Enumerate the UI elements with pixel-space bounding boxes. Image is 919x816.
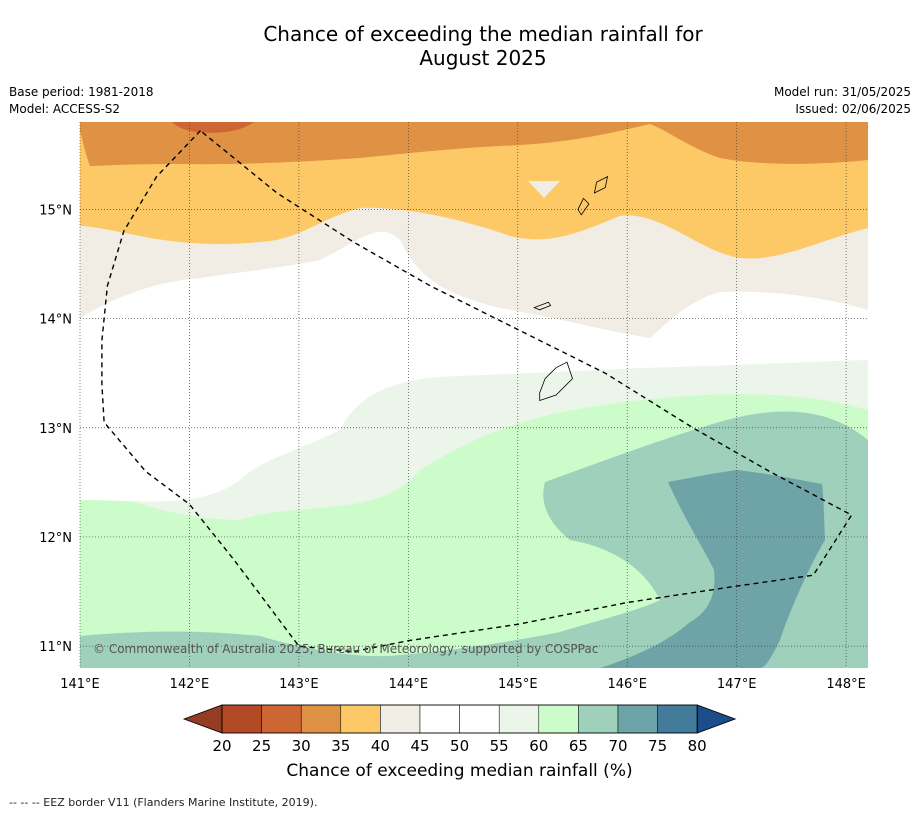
colorbar-over-arrow (696, 704, 737, 734)
model-name: Model: ACCESS-S2 (9, 102, 121, 116)
colorbar-segment (459, 704, 500, 734)
latitude-label: 15°N (39, 203, 72, 218)
colorbar-tick-label: 75 (648, 737, 667, 755)
longitude-tick-labels: 141°E 142°E 143°E 144°E 145°E 146°E 147°E 148°E (60, 677, 866, 692)
colorbar-tick-label: 35 (331, 737, 350, 755)
title-line-1: Chance of exceeding the median rainfall … (263, 22, 703, 46)
colorbar-segment (578, 704, 619, 734)
latitude-label: 11°N (39, 640, 72, 655)
longitude-label: 144°E (389, 677, 429, 692)
zone-40-45-patch (528, 181, 560, 198)
zone-25-30 (172, 122, 254, 133)
copyright-notice: © Commonwealth of Australia 2025, Bureau… (93, 642, 598, 656)
colorbar-segment (617, 704, 658, 734)
colorbar-tick-label: 65 (569, 737, 588, 755)
colorbar-segment (419, 704, 460, 734)
island-outline (533, 301, 552, 311)
latitude-tick-labels: 11°N 12°N 13°N 14°N 15°N (39, 203, 72, 655)
colorbar-tick-label: 60 (529, 737, 548, 755)
colorbar-title: Chance of exceeding median rainfall (%) (286, 761, 633, 781)
left-metadata: Base period: 1981-2018 Model: ACCESS-S2 (9, 84, 154, 118)
title-line-2: August 2025 (419, 46, 547, 70)
colorbar-tick-label: 70 (608, 737, 627, 755)
zone-65-70 (80, 411, 868, 668)
latitude-label: 13°N (39, 422, 72, 437)
longitude-label: 148°E (826, 677, 866, 692)
zone-70-75 (600, 470, 825, 668)
island-outline (593, 175, 609, 194)
longitude-label: 141°E (60, 677, 100, 692)
colorbar-segment (300, 704, 342, 734)
latitude-label: 14°N (39, 313, 72, 328)
eez-footnote: -- -- -- EEZ border V11 (Flanders Marine… (9, 796, 318, 809)
graticule (79, 122, 868, 668)
colorbar-tick-label: 30 (292, 737, 311, 755)
longitude-label: 145°E (498, 677, 538, 692)
island-outline (539, 361, 573, 402)
base-period: Base period: 1981-2018 (9, 85, 154, 99)
colorbar-segment (498, 704, 540, 734)
colorbar-tick-label: 45 (410, 737, 429, 755)
longitude-label: 147°E (717, 677, 757, 692)
longitude-label: 143°E (279, 677, 319, 692)
probability-fields (80, 122, 868, 668)
longitude-label: 142°E (170, 677, 210, 692)
issued-date: Issued: 02/06/2025 (795, 102, 911, 116)
colorbar: 20 25 30 35 40 45 50 55 60 65 70 75 80 (182, 704, 737, 755)
island-outlines (533, 175, 609, 402)
colorbar-segment (538, 704, 579, 734)
right-metadata: Model run: 31/05/2025 Issued: 02/06/2025 (774, 84, 911, 118)
eez-border (101, 130, 853, 653)
model-run: Model run: 31/05/2025 (773, 85, 911, 99)
longitude-label: 146°E (607, 677, 647, 692)
colorbar-under-arrow (182, 704, 223, 734)
zone-30-35 (80, 122, 868, 166)
colorbar-tick-label: 80 (688, 737, 707, 755)
colorbar-tick-label: 55 (490, 737, 509, 755)
colorbar-segment (261, 704, 302, 734)
colorbar-segment (657, 704, 698, 734)
colorbar-frame (221, 704, 698, 734)
colorbar-tick-label: 20 (212, 737, 231, 755)
island-outline (577, 197, 590, 216)
colorbar-segment (340, 704, 381, 734)
map-title: Chance of exceeding the median rainfall … (0, 22, 919, 70)
colorbar-segment (380, 704, 421, 734)
colorbar-tick-label: 50 (450, 737, 469, 755)
colorbar-segment (221, 704, 262, 734)
latitude-label: 12°N (39, 531, 72, 546)
colorbar-tick-label: 25 (252, 737, 271, 755)
colorbar-tick-label: 40 (371, 737, 390, 755)
